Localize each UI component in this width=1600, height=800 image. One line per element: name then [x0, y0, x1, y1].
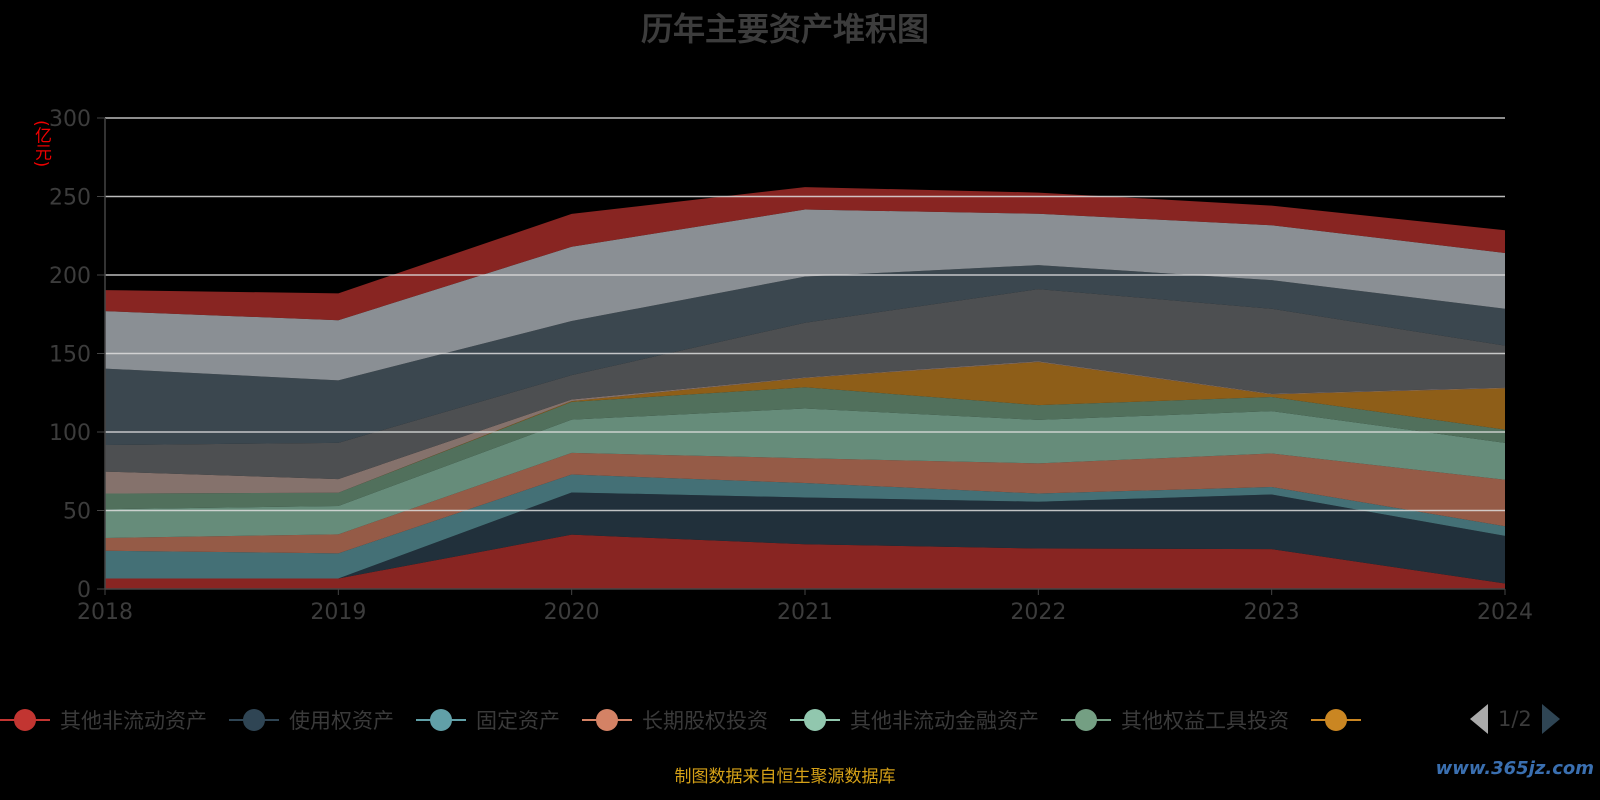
- area-series-7: [105, 361, 1505, 494]
- y-tick-label: 250: [49, 186, 91, 211]
- area-series-1: [105, 534, 1505, 589]
- legend-item[interactable]: 其他非流动金融资产: [790, 705, 1039, 735]
- legend-label: 固定资产: [476, 709, 560, 733]
- legend-marker-icon: [1061, 705, 1111, 735]
- y-tick-label: 100: [49, 421, 91, 446]
- x-tick-label: 2019: [310, 600, 366, 625]
- legend-next-page-icon[interactable]: [1541, 704, 1560, 734]
- legend: 其他非流动资产 使用权资产 固定资产 长期股权投资 其他非流动金融资产 其他权益工具投资: [0, 703, 1393, 737]
- area-series-6: [105, 387, 1505, 510]
- x-tick-label: 2024: [1477, 600, 1533, 625]
- x-tick-label: 2022: [1010, 600, 1066, 625]
- area-series-10: [105, 265, 1505, 446]
- legend-label: 其他非流动资产: [60, 709, 207, 733]
- y-tick-label: 150: [49, 343, 91, 368]
- legend-marker-icon: [229, 705, 279, 735]
- legend-item[interactable]: 其他非流动资产: [0, 705, 207, 735]
- y-tick-label: 50: [63, 500, 91, 525]
- x-tick-label: 2021: [777, 600, 833, 625]
- area-series-3: [105, 474, 1505, 579]
- stacked-area-chart: 0 50 100 150 200 250 300 2018 2019 2020 2021 2022 20…: [49, 107, 1533, 625]
- area-series-2: [105, 492, 1505, 584]
- area-series-4: [105, 452, 1505, 554]
- y-tick-label: 0: [77, 578, 91, 603]
- data-source-note: 制图数据来自恒生聚源数据库: [674, 767, 896, 787]
- legend-item[interactable]: [1311, 705, 1371, 735]
- x-tick-label: 2020: [544, 600, 600, 625]
- area-series-5: [105, 408, 1505, 538]
- area-series-11: [105, 209, 1505, 381]
- x-tick-label: 2023: [1244, 600, 1300, 625]
- legend-item[interactable]: 其他权益工具投资: [1061, 705, 1289, 735]
- area-series-8: [105, 361, 1505, 494]
- y-tick-label: 300: [49, 107, 91, 132]
- legend-label: 其他权益工具投资: [1121, 709, 1289, 733]
- legend-marker-icon: [1311, 705, 1361, 735]
- legend-page-info: 1/2: [1498, 707, 1532, 731]
- legend-marker-icon: [790, 705, 840, 735]
- legend-marker-icon: [0, 705, 50, 735]
- area-series-12: [105, 187, 1505, 321]
- x-tick-label: 2018: [77, 600, 133, 625]
- legend-prev-page-icon[interactable]: [1470, 704, 1488, 734]
- legend-label: 其他非流动金融资产: [850, 709, 1039, 733]
- legend-item[interactable]: 长期股权投资: [582, 705, 768, 735]
- y-axis-unit-label: (亿元): [31, 120, 51, 168]
- legend-marker-icon: [582, 705, 632, 735]
- legend-label: 使用权资产: [289, 709, 394, 733]
- y-tick-label: 200: [49, 264, 91, 289]
- legend-marker-icon: [416, 705, 466, 735]
- legend-item[interactable]: 使用权资产: [229, 705, 394, 735]
- legend-label: 长期股权投资: [642, 709, 768, 733]
- chart-title: 历年主要资产堆积图: [640, 10, 929, 48]
- legend-pager: 1/2: [1470, 704, 1560, 734]
- legend-item[interactable]: 固定资产: [416, 705, 560, 735]
- watermark-logo: www.365jz.com: [1435, 758, 1594, 779]
